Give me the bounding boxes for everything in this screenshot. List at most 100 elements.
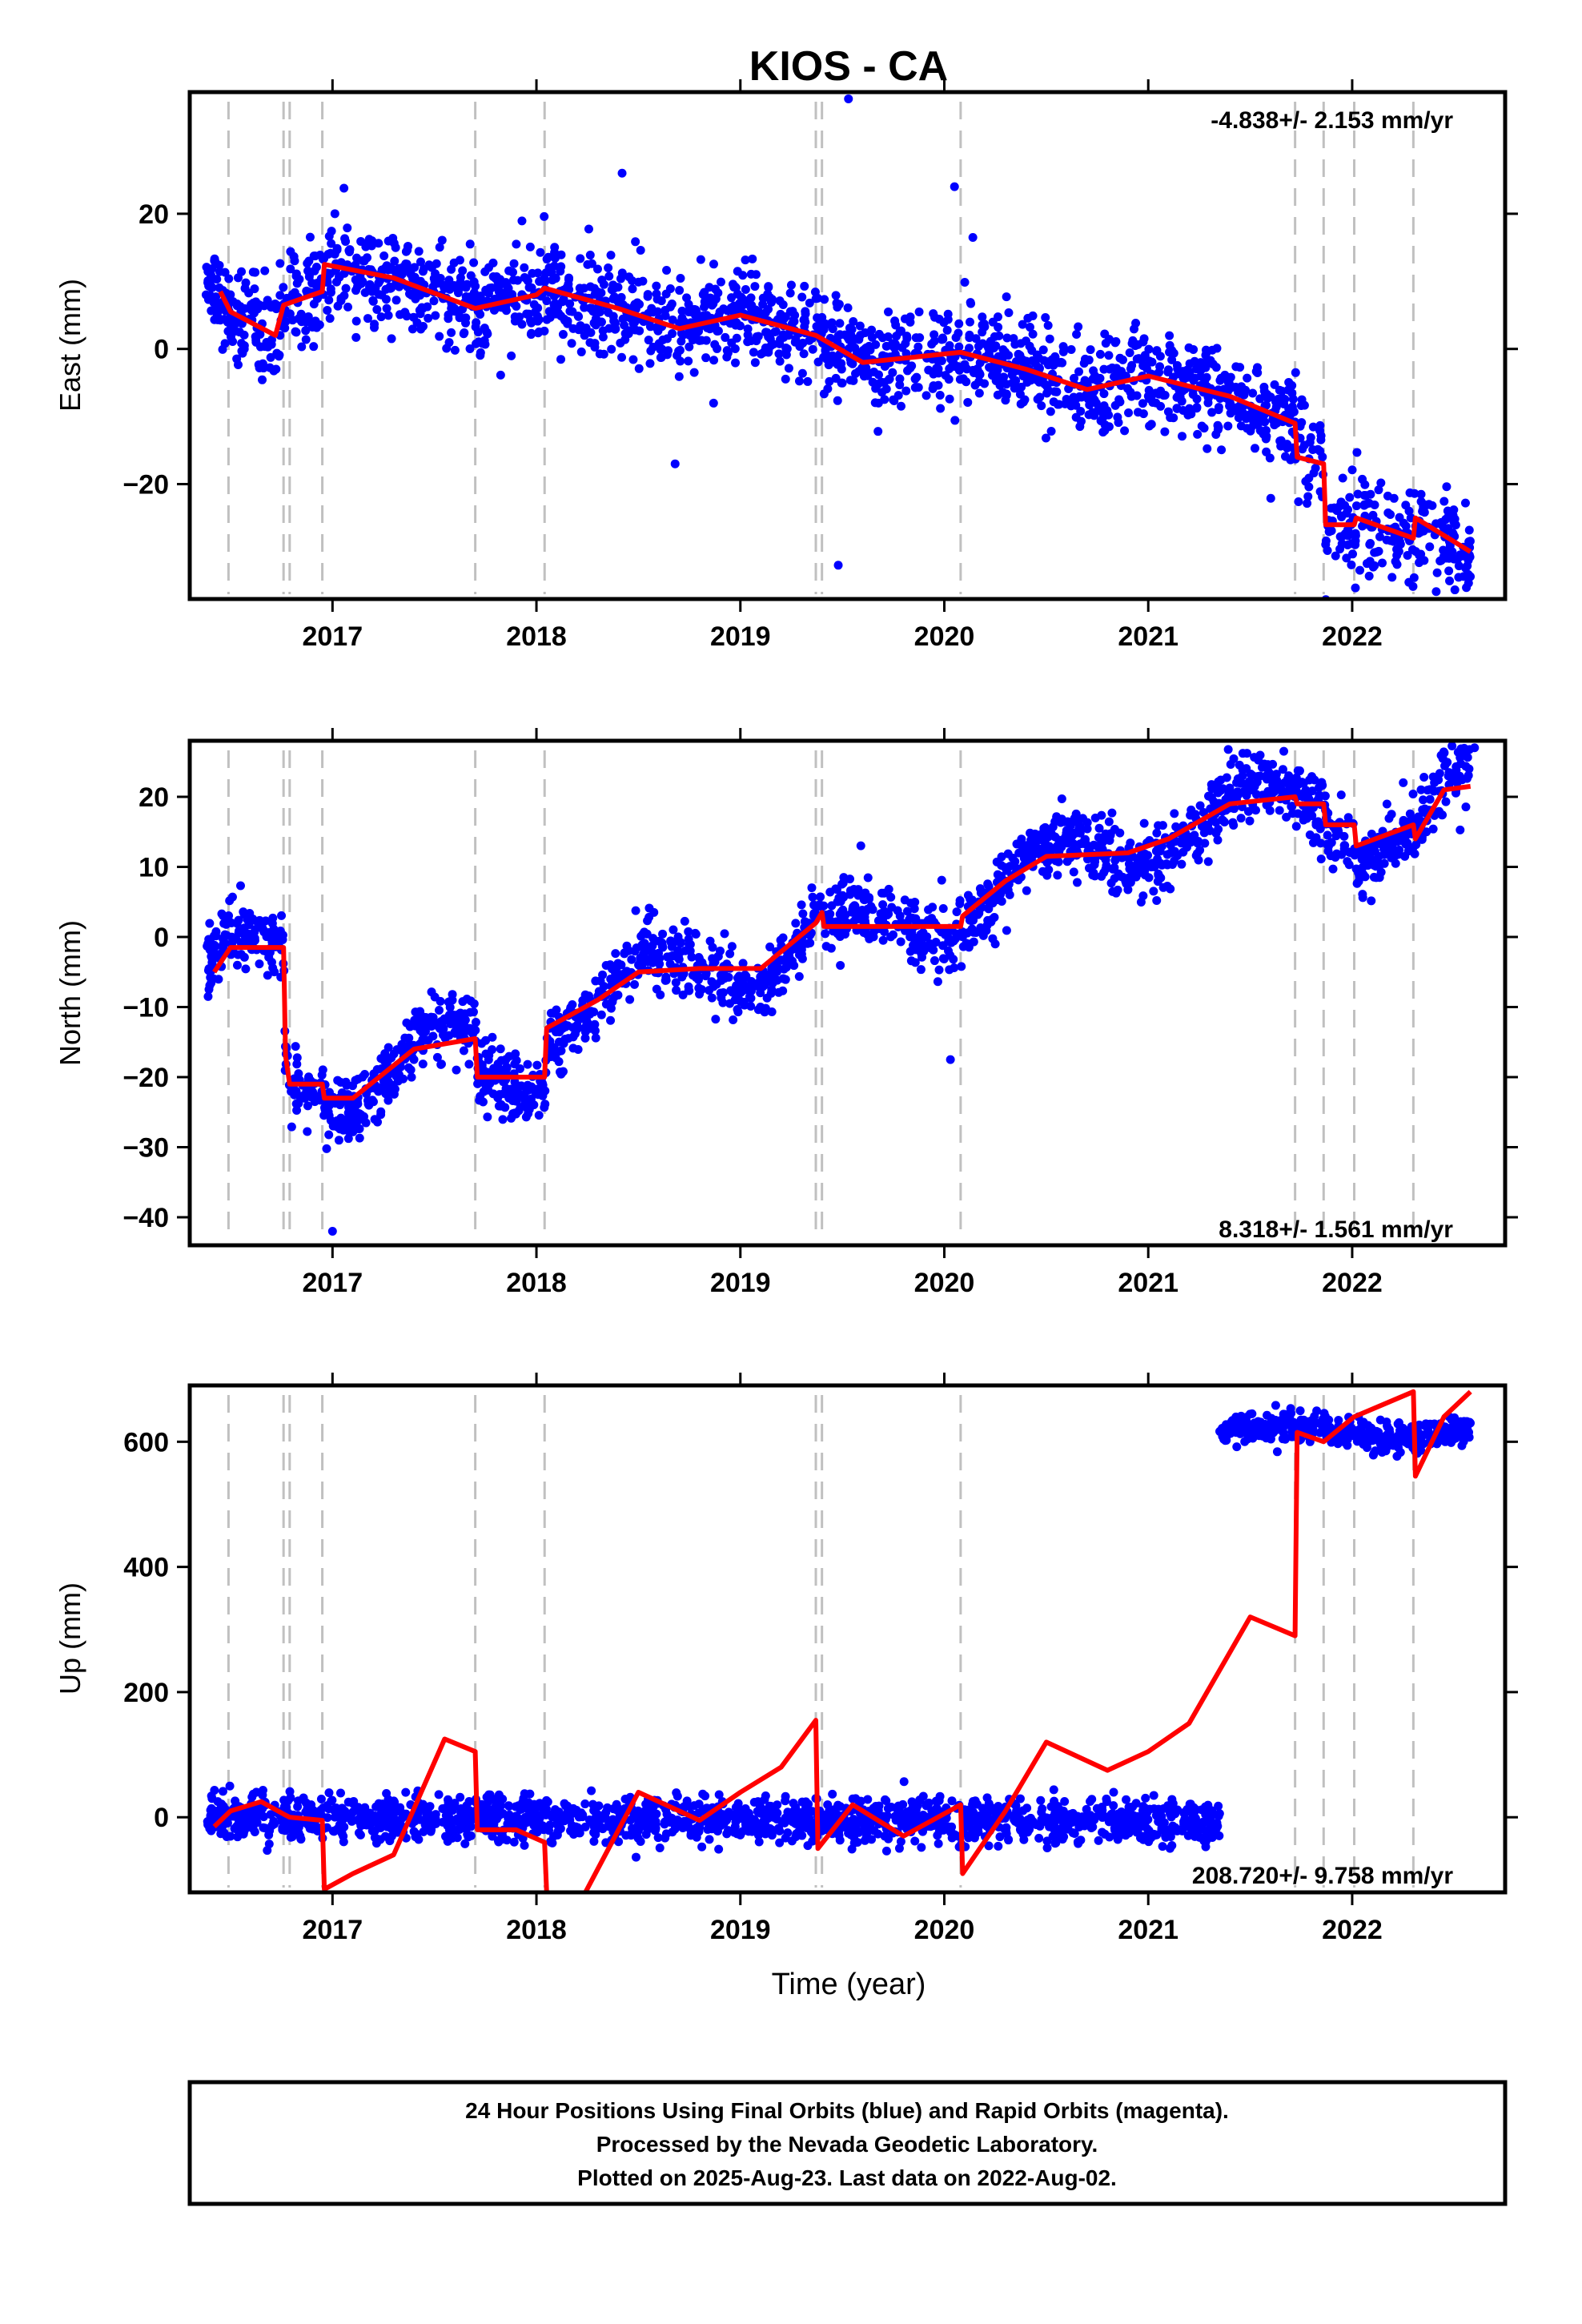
east-data-point xyxy=(565,299,575,308)
north-data-point xyxy=(1039,823,1049,833)
east-data-point xyxy=(1392,550,1402,560)
east-data-point xyxy=(1261,434,1271,444)
east-data-point xyxy=(435,332,444,341)
east-data-point xyxy=(1196,372,1206,381)
north-data-point xyxy=(1350,850,1359,860)
east-data-point xyxy=(1316,431,1326,440)
north-data-point xyxy=(1094,833,1103,842)
up-data-point xyxy=(1149,1791,1158,1800)
north-data-point xyxy=(861,888,870,898)
north-data-point xyxy=(1186,810,1195,820)
north-data-point xyxy=(774,987,784,997)
east-data-point xyxy=(235,328,244,337)
north-data-point xyxy=(580,1027,590,1037)
north-data-point xyxy=(640,953,649,963)
north-data-point xyxy=(1264,767,1274,777)
north-data-point xyxy=(1371,873,1381,883)
north-data-point xyxy=(825,909,835,919)
north-data-point xyxy=(821,929,830,939)
east-data-point xyxy=(524,283,534,292)
east-data-point xyxy=(367,287,377,296)
north-data-point xyxy=(428,1031,438,1041)
east-data-point xyxy=(408,324,417,334)
east-data-point xyxy=(652,295,662,304)
north-data-point xyxy=(1245,816,1255,826)
east-data-point xyxy=(391,296,401,305)
east-data-point xyxy=(685,342,694,352)
north-data-point xyxy=(370,1115,379,1124)
east-data-point xyxy=(830,356,840,365)
east-data-point xyxy=(367,241,376,251)
east-data-point xyxy=(730,282,740,292)
east-data-point xyxy=(381,295,391,304)
east-data-point xyxy=(584,224,593,234)
north-data-point xyxy=(205,919,215,928)
north-data-point xyxy=(445,996,455,1006)
east-data-point xyxy=(821,350,831,360)
east-data-point xyxy=(1120,426,1130,436)
east-data-point xyxy=(753,332,763,341)
north-data-point xyxy=(766,988,776,998)
east-data-point xyxy=(1184,343,1194,352)
north-data-point xyxy=(512,1096,521,1106)
east-data-point xyxy=(215,267,224,276)
north-data-point xyxy=(590,1019,600,1029)
east-data-point xyxy=(480,267,490,276)
north-data-point xyxy=(1003,849,1013,858)
east-data-point xyxy=(747,300,757,310)
east-data-point xyxy=(1365,540,1375,549)
north-data-point xyxy=(239,952,249,962)
north-data-point xyxy=(1219,818,1229,827)
east-data-point xyxy=(1201,345,1211,355)
east-data-point xyxy=(652,281,661,291)
east-data-point xyxy=(312,323,322,332)
north-data-point xyxy=(292,1105,302,1115)
up-data-point xyxy=(918,1811,928,1820)
north-data-point xyxy=(716,947,725,956)
east-data-point xyxy=(568,307,577,316)
east-data-point xyxy=(305,269,315,279)
north-data-point xyxy=(738,959,748,968)
east-data-point xyxy=(291,327,300,336)
east-data-point xyxy=(1217,445,1227,455)
east-data-point xyxy=(1173,392,1182,401)
east-data-point xyxy=(1099,389,1109,399)
north-data-point xyxy=(225,896,235,906)
east-data-point xyxy=(363,253,372,263)
east-data-point xyxy=(461,313,471,323)
east-data-point xyxy=(1145,421,1154,431)
east-data-point xyxy=(954,328,963,338)
north-data-point xyxy=(389,1089,399,1099)
east-data-point xyxy=(534,315,544,324)
east-data-point xyxy=(1407,545,1417,554)
east-data-point xyxy=(705,324,715,334)
east-data-point xyxy=(910,383,920,392)
east-data-point xyxy=(1464,556,1473,565)
north-data-point xyxy=(556,1046,566,1055)
east-data-point xyxy=(206,282,215,292)
east-data-point xyxy=(1370,500,1379,509)
east-data-point xyxy=(585,304,595,313)
east-data-point xyxy=(933,364,942,373)
east-data-point xyxy=(845,324,854,333)
east-data-point xyxy=(892,332,901,341)
up-data-point xyxy=(860,1835,869,1845)
east-data-point xyxy=(279,283,288,292)
north-data-point xyxy=(1443,771,1453,781)
north-data-point xyxy=(322,1144,331,1153)
east-data-point xyxy=(501,306,511,316)
east-data-point xyxy=(1178,432,1187,441)
north-data-point xyxy=(1147,858,1157,868)
east-data-point xyxy=(1100,420,1110,429)
north-x-tick-label: 2019 xyxy=(710,1268,771,1298)
north-data-point xyxy=(1257,762,1267,772)
east-data-point xyxy=(676,274,685,283)
north-data-point xyxy=(1078,838,1088,848)
north-data-point xyxy=(779,964,789,974)
east-data-point xyxy=(1212,344,1222,353)
north-data-point xyxy=(591,1033,600,1043)
east-data-point xyxy=(1311,463,1320,472)
north-y-tick-label: 20 xyxy=(139,782,169,813)
east-data-point xyxy=(883,332,893,341)
north-data-point xyxy=(724,972,733,982)
